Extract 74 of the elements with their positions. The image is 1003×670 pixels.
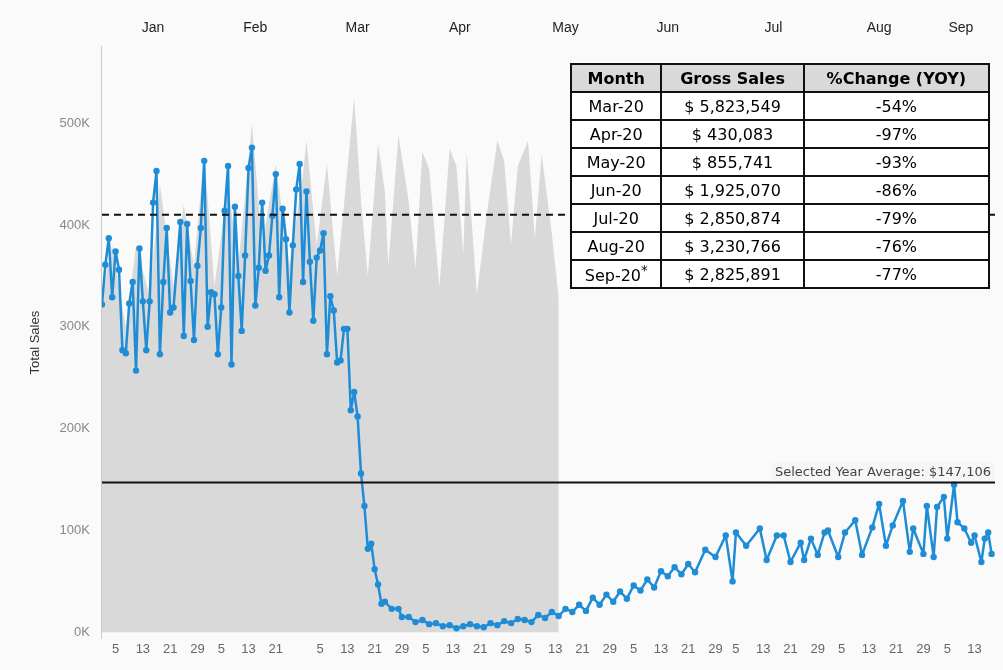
annotation: May-20 bbox=[571, 148, 662, 176]
x-tick-label: 13 bbox=[445, 640, 461, 656]
annotation: Jun-20 bbox=[571, 176, 662, 204]
x-tick-label: 5 bbox=[943, 640, 951, 656]
x-tick-label: 21 bbox=[681, 640, 696, 656]
annotation: -54% bbox=[803, 92, 989, 120]
annotation: $ 5,823,549 bbox=[661, 92, 804, 120]
annotation: -86% bbox=[803, 176, 989, 204]
x-tick-label: 29 bbox=[708, 640, 723, 656]
x-tick-label: 21 bbox=[575, 640, 590, 656]
x-tick-label: 21 bbox=[473, 640, 488, 656]
x-tick-label: 5 bbox=[732, 640, 740, 656]
x2-tick-label: Jul bbox=[764, 19, 783, 36]
x-tick-label: 21 bbox=[783, 640, 798, 656]
x-tick-label: 21 bbox=[367, 640, 382, 656]
x-tick-label: 13 bbox=[755, 640, 771, 656]
annotation: -93% bbox=[803, 148, 989, 176]
annotation: $ 2,850,874 bbox=[661, 204, 804, 232]
x2-tick-label: Sep bbox=[948, 19, 974, 36]
x-tick-label: 13 bbox=[340, 640, 355, 656]
x-tick-label: 5 bbox=[524, 640, 532, 656]
x2-tick-label: Aug bbox=[866, 19, 892, 36]
x-tick-label: 29 bbox=[916, 640, 931, 656]
x2-tick-label: Jan bbox=[141, 19, 165, 36]
x2-tick-label: Jun bbox=[656, 19, 680, 36]
x-tick-label: 5 bbox=[838, 640, 846, 656]
x-tick-label: 13 bbox=[653, 640, 669, 656]
x-tick-label: 29 bbox=[190, 640, 205, 656]
annotation: Mar-20 bbox=[571, 92, 662, 120]
annotation: Sep-20$^{*}$ bbox=[571, 260, 662, 289]
x2-tick-label: Mar bbox=[345, 19, 370, 36]
y-tick-label: 200K bbox=[59, 420, 91, 436]
x2-tick-label: May bbox=[552, 19, 579, 36]
annotation: Month bbox=[571, 64, 662, 92]
annotation: Apr-20 bbox=[571, 120, 662, 148]
x2-tick-label: Feb bbox=[243, 19, 268, 36]
ref-line-label: Selected Year Average: $147,106 bbox=[774, 464, 991, 480]
annotation: $ 2,825,891 bbox=[661, 260, 804, 289]
x-tick-label: 29 bbox=[500, 640, 515, 656]
annotation: Gross Sales bbox=[661, 64, 804, 92]
y-tick-label: 300K bbox=[59, 318, 91, 334]
y-axis-title: Total Sales bbox=[27, 310, 43, 375]
annotation: %Change (YOY) bbox=[803, 64, 989, 92]
y-tick-label: 0K bbox=[74, 623, 91, 639]
annotation: $ 430,083 bbox=[661, 120, 804, 148]
x-tick-label: 5 bbox=[217, 640, 225, 656]
annotation: -97% bbox=[803, 120, 989, 148]
annotation: -79% bbox=[803, 204, 989, 232]
x-tick-label: 29 bbox=[810, 640, 825, 656]
x-tick-label: 21 bbox=[268, 640, 284, 656]
x-tick-label: 5 bbox=[111, 640, 120, 656]
x-tick-label: 29 bbox=[602, 640, 618, 656]
x-tick-label: 21 bbox=[888, 640, 904, 656]
annotation: $ 3,230,766 bbox=[661, 232, 804, 260]
x2-tick-label: Apr bbox=[448, 19, 472, 36]
x-tick-label: 13 bbox=[241, 640, 256, 656]
x-tick-label: 21 bbox=[162, 640, 178, 656]
x-tick-label: 13 bbox=[548, 640, 563, 656]
x-tick-label: 29 bbox=[394, 640, 410, 656]
x-tick-label: 13 bbox=[135, 640, 151, 656]
x-tick-label: 5 bbox=[422, 640, 430, 656]
y-tick-label: 100K bbox=[59, 522, 91, 538]
x-tick-label: 13 bbox=[967, 640, 982, 656]
y-tick-label: 400K bbox=[59, 216, 91, 232]
annotation: $ 1,925,070 bbox=[661, 176, 804, 204]
annotation: Jul-20 bbox=[571, 204, 662, 232]
annotation: Aug-20 bbox=[571, 232, 662, 260]
x-tick-label: 5 bbox=[316, 640, 324, 656]
x-tick-label: 13 bbox=[861, 640, 877, 656]
annotation: -76% bbox=[803, 232, 989, 260]
annotation: $ 855,741 bbox=[661, 148, 804, 176]
x-tick-label: 5 bbox=[630, 640, 638, 656]
y-tick-label: 500K bbox=[59, 114, 91, 130]
annotation: -77% bbox=[803, 260, 989, 289]
